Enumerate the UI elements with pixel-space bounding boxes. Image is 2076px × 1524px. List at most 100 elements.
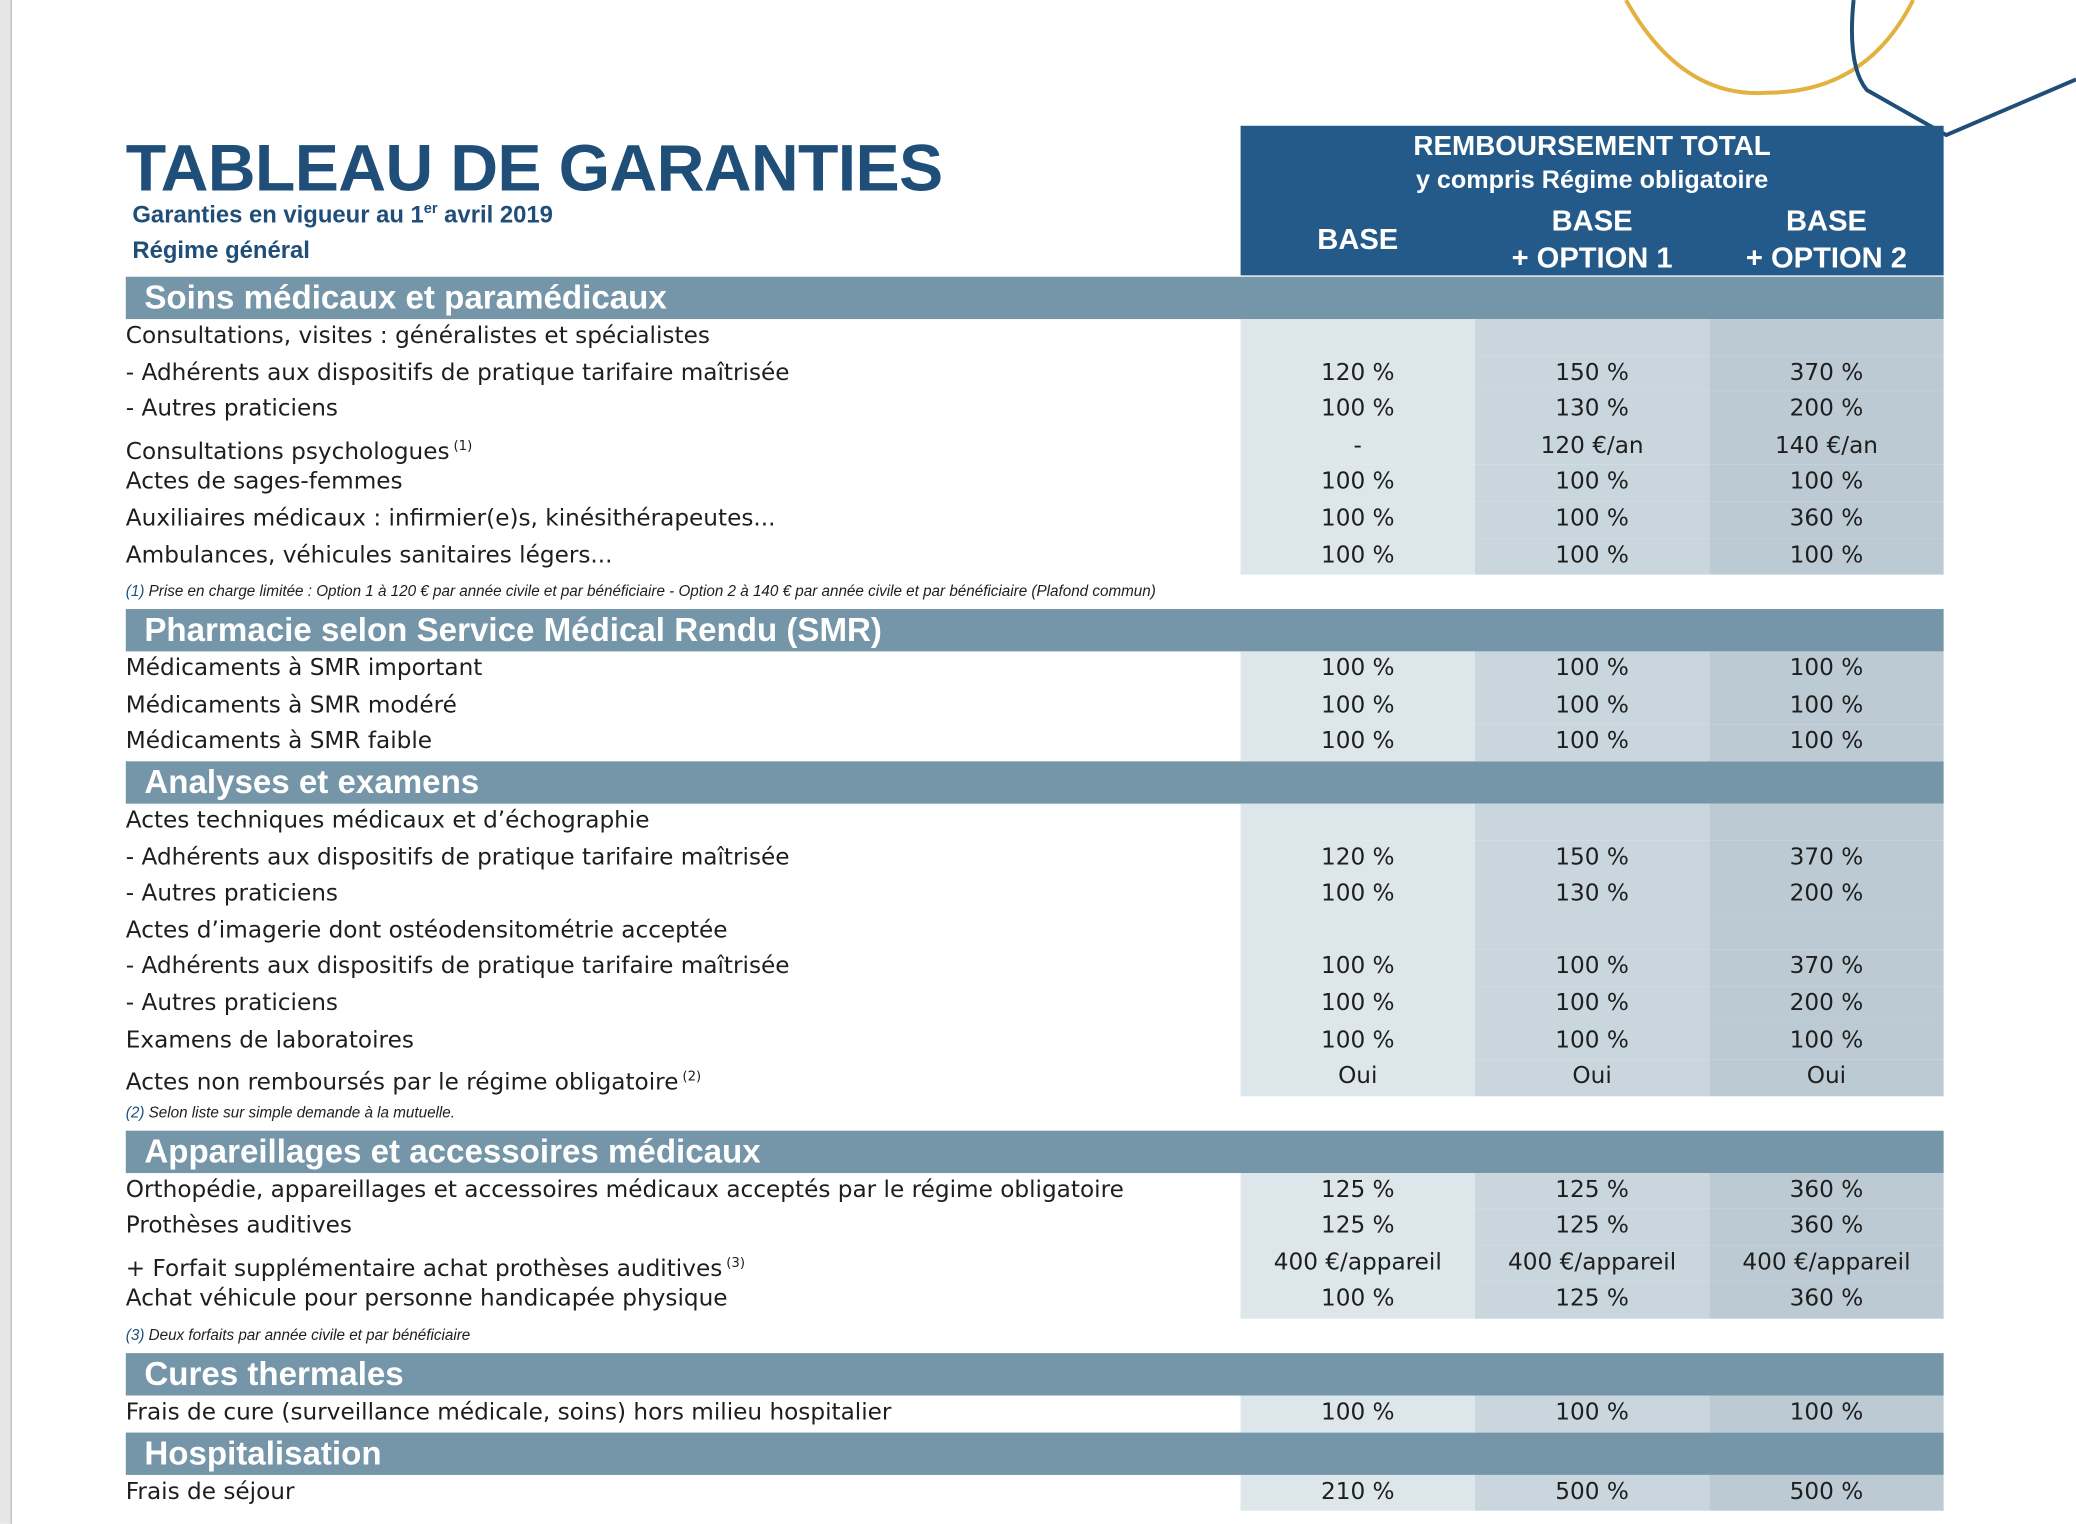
- cell: [1474, 803, 1710, 841]
- label-text: - Adhérents aux dispositifs de pratique …: [125, 844, 790, 871]
- cell: 120 %: [1240, 840, 1475, 877]
- row: Médicaments à SMR faible 100 % 100 % 100 %: [126, 724, 1944, 762]
- cell: 100 %: [1474, 501, 1710, 539]
- label-text: Prothèses auditives: [125, 1213, 352, 1240]
- row-label: - Adhérents aux dispositifs de pratique …: [126, 356, 1241, 393]
- cell: 120 %: [1240, 355, 1475, 393]
- row-label: Auxiliaires médicaux : infirmier(e)s, ki…: [126, 502, 1241, 539]
- section-title: Soins médicaux et paramédicaux: [125, 276, 1944, 320]
- label-text: - Adhérents aux dispositifs de pratique …: [125, 953, 790, 981]
- row-label: + Forfait supplémentaire achat prothèses…: [125, 1246, 1241, 1283]
- row-label: Consultations, visites : généralistes et…: [126, 319, 1241, 356]
- decoration: [1624, 0, 2076, 138]
- cell: 100 %: [1474, 465, 1710, 502]
- label-text: Frais de séjour: [125, 1478, 295, 1505]
- row: Ambulances, véhicules sanitaires légers.…: [126, 538, 1944, 575]
- column-title-line: + OPTION 1: [1511, 240, 1673, 274]
- footnote-ref: (1): [453, 439, 473, 454]
- column-header: REMBOURSEMENT TOTAL y compris Régime obl…: [1240, 125, 1944, 276]
- row: - Adhérents aux dispositifs de pratique …: [126, 949, 1944, 987]
- cell: 140 €/an: [1709, 428, 1944, 466]
- row: - Autres praticiens 100 % 100 % 200 %: [126, 986, 1944, 1023]
- cell: 100 %: [1474, 1022, 1710, 1060]
- row-label: Orthopédie, appareillages et accessoires…: [126, 1173, 1241, 1210]
- cell: 360 %: [1709, 501, 1944, 539]
- label-text: - Adhérents aux dispositifs de pratique …: [125, 359, 790, 387]
- column-title-line: BASE: [1317, 221, 1399, 255]
- column-title: BASE + OPTION 1: [1475, 203, 1709, 276]
- label-text: + Forfait supplémentaire achat prothèses…: [125, 1256, 723, 1283]
- regime: Régime général: [132, 236, 310, 264]
- cell: 125 %: [1474, 1209, 1710, 1246]
- cell: 360 %: [1709, 1172, 1944, 1210]
- row-label: Médicaments à SMR important: [126, 652, 1241, 689]
- subtitle: Garanties en vigueur au 1er avril 2019: [132, 201, 552, 229]
- cell: 400 €/appareil: [1474, 1245, 1710, 1283]
- row: Actes techniques médicaux et d’échograph…: [126, 803, 1944, 841]
- row: - Autres praticiens 100 % 130 % 200 %: [126, 392, 1944, 429]
- row-label: Frais de cure (surveillance médicale, so…: [126, 1396, 1241, 1433]
- cell: 150 %: [1474, 840, 1710, 877]
- cell: 100 %: [1240, 1282, 1475, 1319]
- cell: [1240, 913, 1475, 950]
- footnote: (1) Prise en charge limitée : Option 1 à…: [126, 575, 1944, 609]
- row: Actes d’imagerie dont ostéodensitométrie…: [126, 913, 1944, 950]
- cell: 125 %: [1240, 1209, 1475, 1246]
- cell: Oui: [1709, 1059, 1944, 1096]
- row-label: - Adhérents aux dispositifs de pratique …: [126, 950, 1241, 987]
- cell: [1474, 319, 1710, 356]
- cell: 100 %: [1474, 1395, 1710, 1433]
- cell: Oui: [1240, 1059, 1475, 1096]
- section-title: Analyses et examens: [125, 761, 1944, 804]
- cell: 370 %: [1709, 840, 1944, 877]
- row-label: Actes d’imagerie dont ostéodensitométrie…: [126, 913, 1241, 950]
- footnote: (2) Selon liste sur simple demande à la …: [126, 1096, 1944, 1130]
- row: - Autres praticiens 100 % 130 % 200 %: [126, 876, 1944, 914]
- cell: 100 %: [1474, 949, 1710, 987]
- cell: 125 %: [1474, 1172, 1710, 1210]
- header-line: REMBOURSEMENT TOTAL: [1413, 131, 1771, 162]
- cell: 100 %: [1709, 724, 1944, 762]
- table: Soins médicaux et paramédicaux Consultati…: [125, 276, 1944, 1512]
- footnote: (3) Deux forfaits par année civile et pa…: [126, 1319, 1944, 1353]
- cell: 100 %: [1240, 876, 1475, 914]
- label-text: Orthopédie, appareillages et accessoires…: [125, 1176, 1124, 1204]
- row-label: - Autres praticiens: [126, 986, 1241, 1023]
- cell: 100 %: [1240, 538, 1475, 575]
- row-label: Frais de séjour: [126, 1474, 1241, 1511]
- label-text: Actes d’imagerie dont ostéodensitométrie…: [125, 917, 728, 944]
- section-title: Cures thermales: [125, 1353, 1944, 1396]
- label-text: Médicaments à SMR important: [125, 655, 483, 683]
- row: Prothèses auditives 125 % 125 % 360 %: [126, 1209, 1944, 1246]
- cell: 100 %: [1240, 392, 1475, 429]
- section-title: Pharmacie selon Service Médical Rendu (S…: [125, 609, 1944, 652]
- label-text: Achat véhicule pour personne handicapée …: [125, 1286, 728, 1313]
- row-label: Ambulances, véhicules sanitaires légers.…: [126, 538, 1241, 575]
- row: Actes non remboursés par le régime oblig…: [126, 1059, 1944, 1096]
- label-text: Frais de cure (surveillance médicale, so…: [125, 1399, 892, 1427]
- label-text: Médicaments à SMR modéré: [125, 692, 457, 719]
- cell: [1240, 803, 1475, 841]
- row-label: - Adhérents aux dispositifs de pratique …: [126, 840, 1241, 877]
- cell: 200 %: [1709, 392, 1944, 429]
- column-title-line: BASE: [1551, 203, 1633, 237]
- footnote-ref: (2): [682, 1069, 702, 1085]
- cell: 100 %: [1709, 465, 1944, 502]
- row: Auxiliaires médicaux : infirmier(e)s, ki…: [126, 501, 1944, 539]
- cell: 100 %: [1474, 724, 1710, 762]
- cell: 100 %: [1240, 986, 1475, 1023]
- footnote-text: Deux forfaits par année civile et par bé…: [144, 1328, 471, 1344]
- cell: 100 %: [1240, 949, 1475, 987]
- cell: 370 %: [1709, 355, 1944, 393]
- section-title: Appareillages et accessoires médicaux: [125, 1130, 1944, 1173]
- cell: 100 %: [1474, 688, 1710, 725]
- footnote-ref: (3): [726, 1256, 746, 1271]
- label-text: Consultations, visites : généralistes et…: [125, 323, 710, 350]
- cell: -: [1240, 428, 1475, 466]
- cell: 100 %: [1240, 724, 1475, 762]
- cell: 200 %: [1709, 876, 1944, 914]
- row-label: Actes non remboursés par le régime oblig…: [126, 1059, 1241, 1096]
- footnote-marker: (2): [125, 1105, 145, 1122]
- header-line: y compris Régime obligatoire: [1415, 166, 1769, 195]
- cell: 100 %: [1240, 688, 1475, 725]
